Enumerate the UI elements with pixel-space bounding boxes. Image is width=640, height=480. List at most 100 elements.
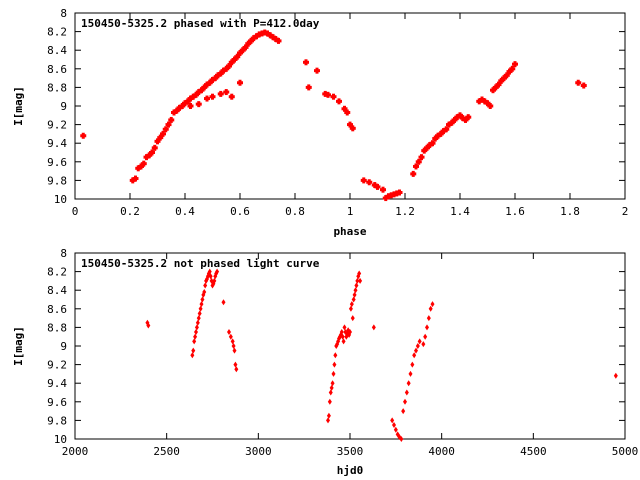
data-point bbox=[198, 305, 203, 312]
y-tick-label: 8.4 bbox=[47, 284, 67, 297]
data-point bbox=[408, 370, 413, 377]
data-point bbox=[160, 130, 166, 137]
data-point bbox=[415, 158, 422, 165]
data-point bbox=[228, 93, 235, 100]
data-point bbox=[327, 398, 332, 405]
data-point bbox=[195, 101, 202, 108]
y-axis-label: I[mag] bbox=[12, 86, 25, 126]
data-point bbox=[410, 170, 417, 177]
data-point bbox=[215, 268, 220, 275]
data-point bbox=[366, 179, 373, 186]
x-tick-label: 1 bbox=[347, 205, 354, 218]
data-point bbox=[340, 333, 345, 340]
y-tick-label: 9 bbox=[60, 340, 67, 353]
data-point bbox=[208, 273, 213, 280]
x-tick-label: 2000 bbox=[62, 445, 89, 458]
y-tick-label: 10 bbox=[54, 193, 67, 206]
data-point bbox=[325, 91, 331, 98]
data-point bbox=[329, 384, 334, 391]
data-point bbox=[417, 338, 422, 345]
data-point bbox=[580, 82, 587, 89]
y-tick-label: 8.2 bbox=[47, 266, 67, 279]
x-tick-label: 2500 bbox=[153, 445, 180, 458]
x-tick-label: 5000 bbox=[612, 445, 639, 458]
data-point bbox=[342, 324, 347, 331]
data-point bbox=[360, 177, 367, 184]
data-point bbox=[190, 352, 195, 359]
data-point bbox=[202, 289, 207, 296]
data-point bbox=[196, 315, 201, 322]
data-point bbox=[406, 380, 411, 387]
y-axis-label: I[mag] bbox=[12, 326, 25, 366]
data-point bbox=[443, 126, 450, 133]
y-tick-label: 8 bbox=[60, 247, 67, 260]
x-tick-label: 0.8 bbox=[285, 205, 305, 218]
x-tick-label: 0.4 bbox=[175, 205, 195, 218]
x-tick-label: 1.6 bbox=[505, 205, 525, 218]
data-point bbox=[487, 103, 494, 109]
data-point bbox=[275, 37, 282, 44]
data-point bbox=[428, 305, 433, 312]
x-tick-label: 0 bbox=[72, 205, 79, 218]
data-point bbox=[80, 132, 87, 139]
data-point bbox=[371, 324, 376, 331]
data-point bbox=[197, 310, 202, 317]
y-tick-label: 10 bbox=[54, 433, 67, 446]
data-point bbox=[390, 417, 395, 424]
x-tick-label: 4000 bbox=[428, 445, 455, 458]
data-point bbox=[332, 361, 337, 368]
data-point bbox=[404, 389, 409, 396]
data-point bbox=[349, 301, 354, 308]
x-tick-label: 1.8 bbox=[560, 205, 580, 218]
data-point bbox=[221, 299, 226, 306]
chart-title: 150450-5325.2 not phased light curve bbox=[81, 257, 320, 270]
data-point bbox=[314, 67, 320, 74]
data-point bbox=[326, 417, 330, 424]
data-point bbox=[132, 175, 139, 182]
data-point bbox=[227, 329, 231, 336]
data-points bbox=[80, 29, 587, 202]
x-tick-label: 0.6 bbox=[230, 205, 250, 218]
data-point bbox=[341, 338, 346, 345]
data-point bbox=[512, 61, 518, 68]
data-point bbox=[396, 189, 403, 196]
data-point bbox=[234, 366, 239, 373]
data-point bbox=[336, 98, 342, 105]
data-point bbox=[339, 329, 344, 336]
data-point bbox=[503, 72, 510, 79]
data-point bbox=[355, 277, 360, 284]
y-tick-label: 9.8 bbox=[47, 174, 67, 187]
data-point bbox=[613, 372, 618, 379]
data-point bbox=[430, 301, 435, 308]
data-point bbox=[354, 282, 359, 289]
data-point bbox=[233, 361, 238, 368]
y-tick-label: 9.4 bbox=[47, 137, 67, 150]
y-axis-ticks: 8 8.2 8.4 8.6 8.8 9 9.2 9.4 9.6 9.8 10 bbox=[47, 247, 625, 446]
data-point bbox=[495, 81, 502, 88]
y-tick-label: 8.6 bbox=[47, 63, 67, 76]
data-point bbox=[392, 422, 396, 429]
data-point bbox=[347, 121, 353, 128]
data-point bbox=[351, 296, 356, 303]
data-point bbox=[226, 63, 232, 70]
data-point bbox=[231, 343, 236, 349]
data-point bbox=[421, 341, 426, 348]
x-tick-label: 2 bbox=[622, 205, 629, 218]
y-tick-label: 8.8 bbox=[47, 81, 67, 94]
x-axis-ticks: 2000 2500 3000 3500 4000 4500 5000 bbox=[62, 253, 639, 458]
data-point bbox=[217, 90, 224, 97]
data-point bbox=[187, 103, 194, 109]
data-point bbox=[374, 183, 381, 190]
data-point bbox=[465, 114, 472, 121]
data-point bbox=[401, 408, 406, 415]
data-point bbox=[140, 160, 147, 167]
y-tick-label: 9.2 bbox=[47, 119, 67, 132]
data-point bbox=[509, 65, 516, 72]
x-tick-label: 4500 bbox=[520, 445, 547, 458]
data-point bbox=[146, 322, 151, 329]
x-tick-label: 1.2 bbox=[395, 205, 415, 218]
phased-light-curve-chart: 150450-5325.2 phased with P=412.0day pha… bbox=[12, 7, 628, 238]
data-point bbox=[403, 398, 407, 405]
data-point bbox=[412, 352, 417, 359]
